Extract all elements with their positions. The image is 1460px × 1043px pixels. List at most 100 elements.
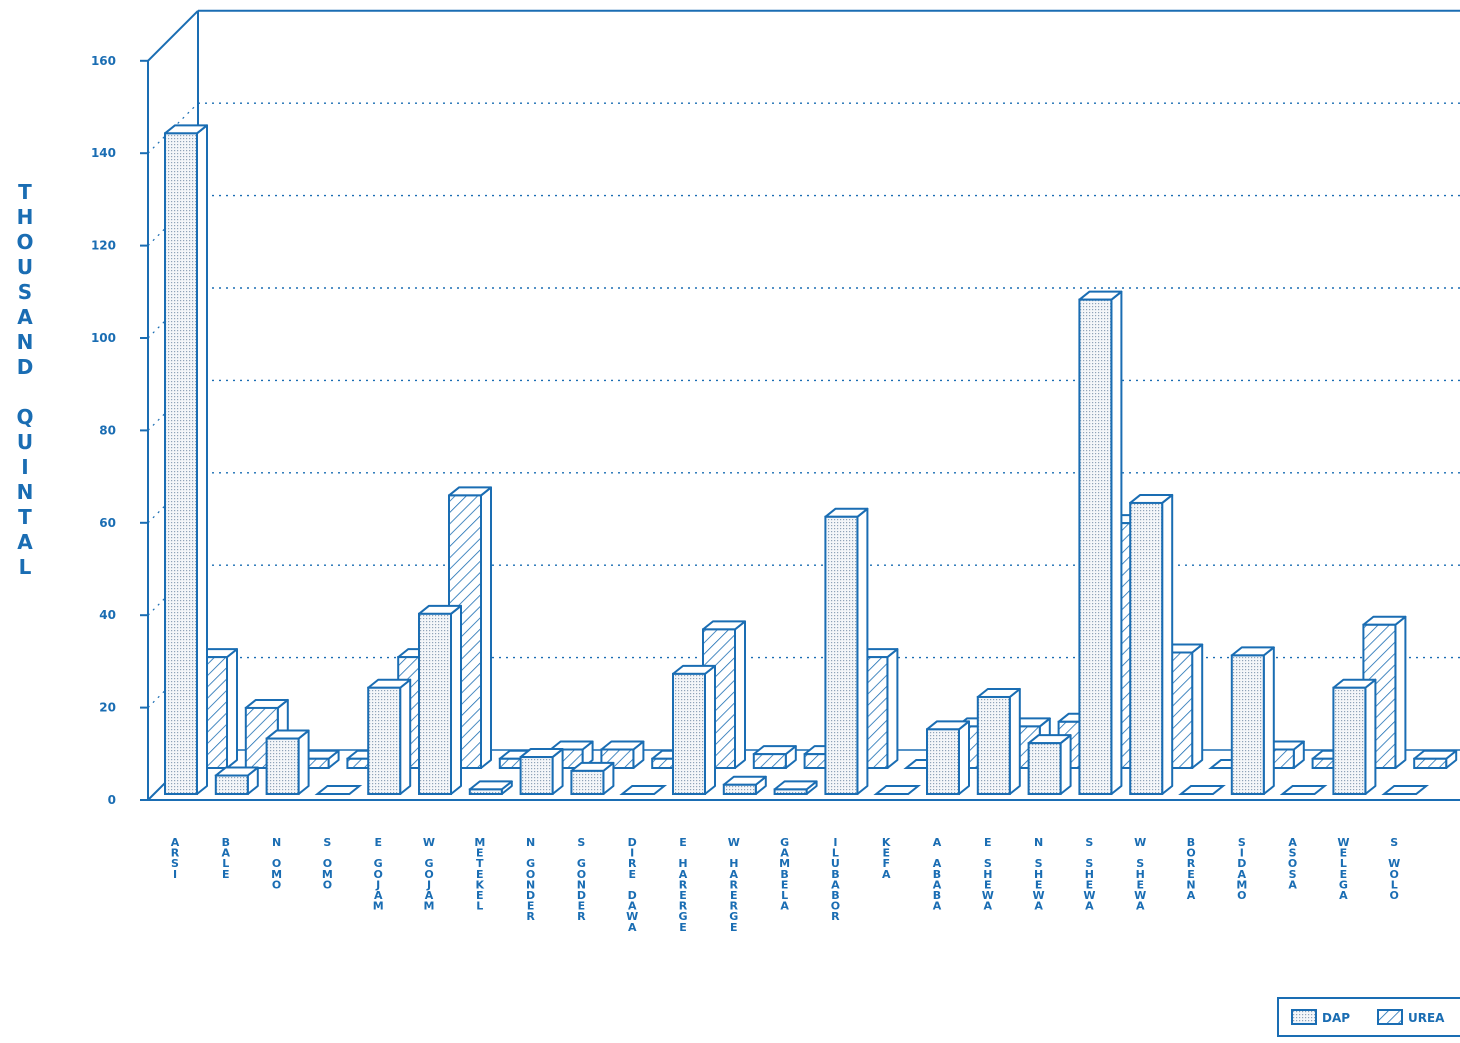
bar-dap-side bbox=[1364, 678, 1377, 795]
bar-urea-side bbox=[886, 648, 899, 769]
bar-dap bbox=[1027, 734, 1072, 795]
bar-dap-slab bbox=[873, 785, 922, 795]
x-tick-letter: O bbox=[1288, 857, 1297, 870]
x-tick-letter: S bbox=[323, 836, 331, 849]
bar-dap bbox=[367, 678, 412, 795]
bar-dap-side bbox=[1262, 646, 1275, 795]
bar-urea bbox=[1413, 749, 1458, 770]
bar-dap bbox=[976, 687, 1021, 795]
bar-urea-side bbox=[226, 648, 238, 769]
x-tick-letter: M bbox=[322, 868, 333, 881]
x-tick-letter: E bbox=[1136, 878, 1144, 891]
x-tick-letter: E bbox=[730, 889, 738, 902]
bar-dap-slab bbox=[1279, 785, 1328, 795]
x-tick-letter: U bbox=[831, 857, 840, 870]
x-tick-letter: W bbox=[1033, 889, 1045, 902]
x-tick-letter: A bbox=[171, 836, 180, 849]
x-tick-letter: R bbox=[1187, 857, 1196, 870]
bar-urea bbox=[702, 620, 746, 770]
bar-urea-side bbox=[1191, 643, 1204, 769]
x-tick-letter: E bbox=[476, 847, 484, 860]
y-axis-title-letter bbox=[22, 380, 29, 405]
legend-swatch bbox=[1377, 1009, 1403, 1025]
bar-dap-front bbox=[976, 695, 1011, 795]
bar-dap-side bbox=[704, 664, 716, 795]
x-tick-letter: S bbox=[1085, 857, 1093, 870]
x-tick-letter: H bbox=[678, 857, 687, 870]
x-tick-letter: E bbox=[1086, 878, 1094, 891]
x-tick-letter: O bbox=[272, 857, 281, 870]
x-tick-letter: A bbox=[425, 889, 434, 902]
x-tick-letter: B bbox=[933, 889, 941, 902]
x-tick-letter: O bbox=[272, 878, 281, 891]
x-tick-letter: E bbox=[476, 889, 484, 902]
bar-dap bbox=[1381, 785, 1430, 795]
x-tick-letter: D bbox=[526, 889, 535, 902]
y-tick-label: 160 bbox=[91, 54, 116, 68]
bar-dap bbox=[1230, 646, 1275, 796]
x-tick-letter: M bbox=[373, 900, 384, 913]
x-tick-letter: E bbox=[476, 868, 484, 881]
x-tick-letter: I bbox=[1240, 847, 1244, 860]
x-tick-letter: B bbox=[831, 868, 839, 881]
x-tick-letter: H bbox=[1136, 868, 1145, 881]
x-tick-letter: R bbox=[730, 900, 739, 913]
x-tick-letter: S bbox=[1289, 868, 1297, 881]
x-tick-letter: W bbox=[1134, 889, 1146, 902]
x-tick-letter: A bbox=[1187, 889, 1196, 902]
x-tick-letter: E bbox=[527, 900, 535, 913]
x-tick-letter: M bbox=[779, 857, 790, 870]
x-tick-letter: R bbox=[679, 900, 688, 913]
x-tick-letter: A bbox=[933, 857, 942, 870]
x-tick-letter: E bbox=[628, 868, 636, 881]
bar-dap-front bbox=[265, 737, 300, 795]
x-tick-letter: S bbox=[1035, 857, 1043, 870]
x-tick-letter: W bbox=[423, 836, 435, 849]
x-tick-letter: E bbox=[730, 921, 738, 934]
bar-dap-side bbox=[1110, 290, 1123, 795]
x-tick-letter: E bbox=[882, 847, 890, 860]
bar-dap-front bbox=[1027, 742, 1062, 795]
bar-dap-side bbox=[856, 507, 869, 795]
x-tick-letter: D bbox=[628, 836, 637, 849]
x-tick-letter: D bbox=[628, 889, 637, 902]
x-tick-letter: H bbox=[1034, 868, 1043, 881]
x-tick-letter: A bbox=[1085, 900, 1094, 913]
x-tick-letter: E bbox=[984, 878, 992, 891]
x-tick-letter: G bbox=[678, 910, 687, 923]
bar-dap bbox=[672, 664, 716, 796]
x-tick-letter: L bbox=[222, 857, 229, 870]
bar-dap-slab bbox=[314, 785, 363, 795]
x-tick-letter: N bbox=[272, 836, 281, 849]
bar-dap-front bbox=[367, 686, 402, 795]
bar-dap bbox=[265, 729, 310, 795]
bar-dap-front bbox=[1230, 654, 1265, 796]
bar-dap-front bbox=[1078, 298, 1113, 795]
y-axis: 0 20 40 60 80 100 120 140 160 bbox=[91, 10, 199, 807]
x-tick-letter: O bbox=[1390, 889, 1399, 902]
x-tick-letter: E bbox=[679, 921, 687, 934]
x-tick-letter: E bbox=[222, 868, 230, 881]
bar-dap bbox=[926, 720, 970, 796]
x-tick-letter: R bbox=[730, 878, 739, 891]
x-tick-letter: O bbox=[1390, 868, 1399, 881]
x-tick-letter: A bbox=[730, 868, 739, 881]
y-tick-label: 140 bbox=[91, 146, 116, 160]
bar-dap-front bbox=[418, 612, 452, 795]
bar-dap bbox=[570, 761, 615, 796]
x-tick-letter: A bbox=[1034, 900, 1043, 913]
